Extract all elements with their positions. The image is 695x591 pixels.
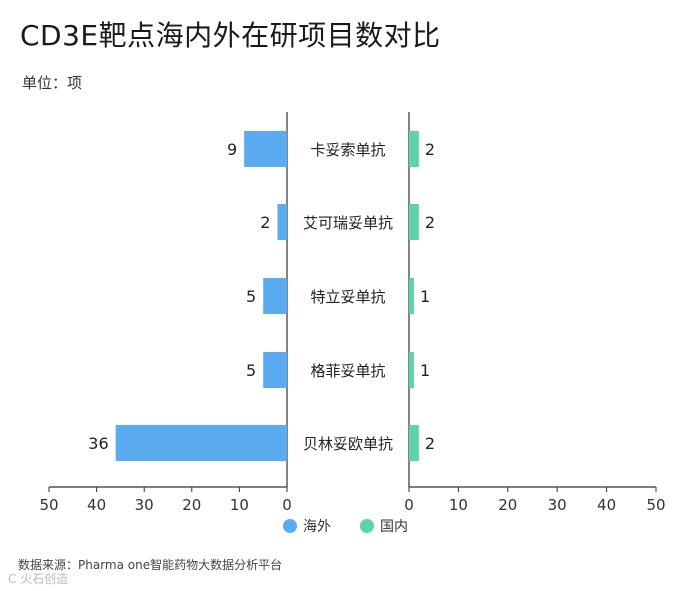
legend-label-domestic: 国内 — [380, 519, 408, 535]
category-label: 贝林妥欧单抗 — [303, 435, 393, 453]
value-label-domestic: 2 — [425, 434, 435, 453]
bar-domestic — [409, 278, 414, 314]
right-x-tick-label: 10 — [449, 496, 468, 514]
right-x-tick-label: 0 — [404, 496, 414, 514]
bar-overseas — [277, 204, 287, 240]
legend-swatch-domestic — [360, 519, 374, 533]
watermark: C 火石创造 — [8, 572, 69, 586]
bar-overseas — [244, 131, 287, 167]
value-label-domestic: 1 — [420, 287, 430, 306]
category-label: 艾可瑞妥单抗 — [303, 214, 393, 232]
value-label-overseas: 5 — [246, 361, 256, 380]
right-x-tick-label: 40 — [597, 496, 616, 514]
bar-overseas — [263, 278, 287, 314]
value-label-domestic: 2 — [425, 213, 435, 232]
category-label: 格菲妥单抗 — [310, 362, 385, 380]
chart-title: CD3E靶点海内外在研项目数对比 — [20, 19, 441, 52]
bar-domestic — [409, 204, 419, 240]
value-label-domestic: 2 — [425, 140, 435, 159]
value-label-overseas: 36 — [88, 434, 108, 453]
bar-domestic — [409, 352, 414, 388]
bar-overseas — [115, 425, 287, 461]
left-x-tick-label: 40 — [87, 496, 106, 514]
left-x-tick-label: 0 — [282, 496, 292, 514]
left-x-tick-label: 30 — [135, 496, 154, 514]
source-note: 数据来源：Pharma one智能药物大数据分析平台 — [18, 558, 283, 572]
value-label-overseas: 9 — [227, 140, 237, 159]
bar-overseas — [263, 352, 287, 388]
left-x-tick-label: 50 — [39, 496, 58, 514]
category-label: 特立妥单抗 — [310, 288, 385, 306]
legend-swatch-overseas — [283, 519, 297, 533]
left-x-tick-label: 10 — [230, 496, 249, 514]
right-x-tick-label: 30 — [548, 496, 567, 514]
left-x-tick-label: 20 — [182, 496, 201, 514]
bar-domestic — [409, 425, 419, 461]
value-label-overseas: 2 — [260, 213, 270, 232]
right-x-tick-label: 20 — [498, 496, 517, 514]
legend-label-overseas: 海外 — [303, 519, 331, 535]
unit-label: 单位：项 — [22, 74, 83, 92]
value-label-domestic: 1 — [420, 361, 430, 380]
value-label-overseas: 5 — [246, 287, 256, 306]
category-label: 卡妥索单抗 — [310, 141, 385, 159]
right-x-tick-label: 50 — [646, 496, 665, 514]
bar-domestic — [409, 131, 419, 167]
